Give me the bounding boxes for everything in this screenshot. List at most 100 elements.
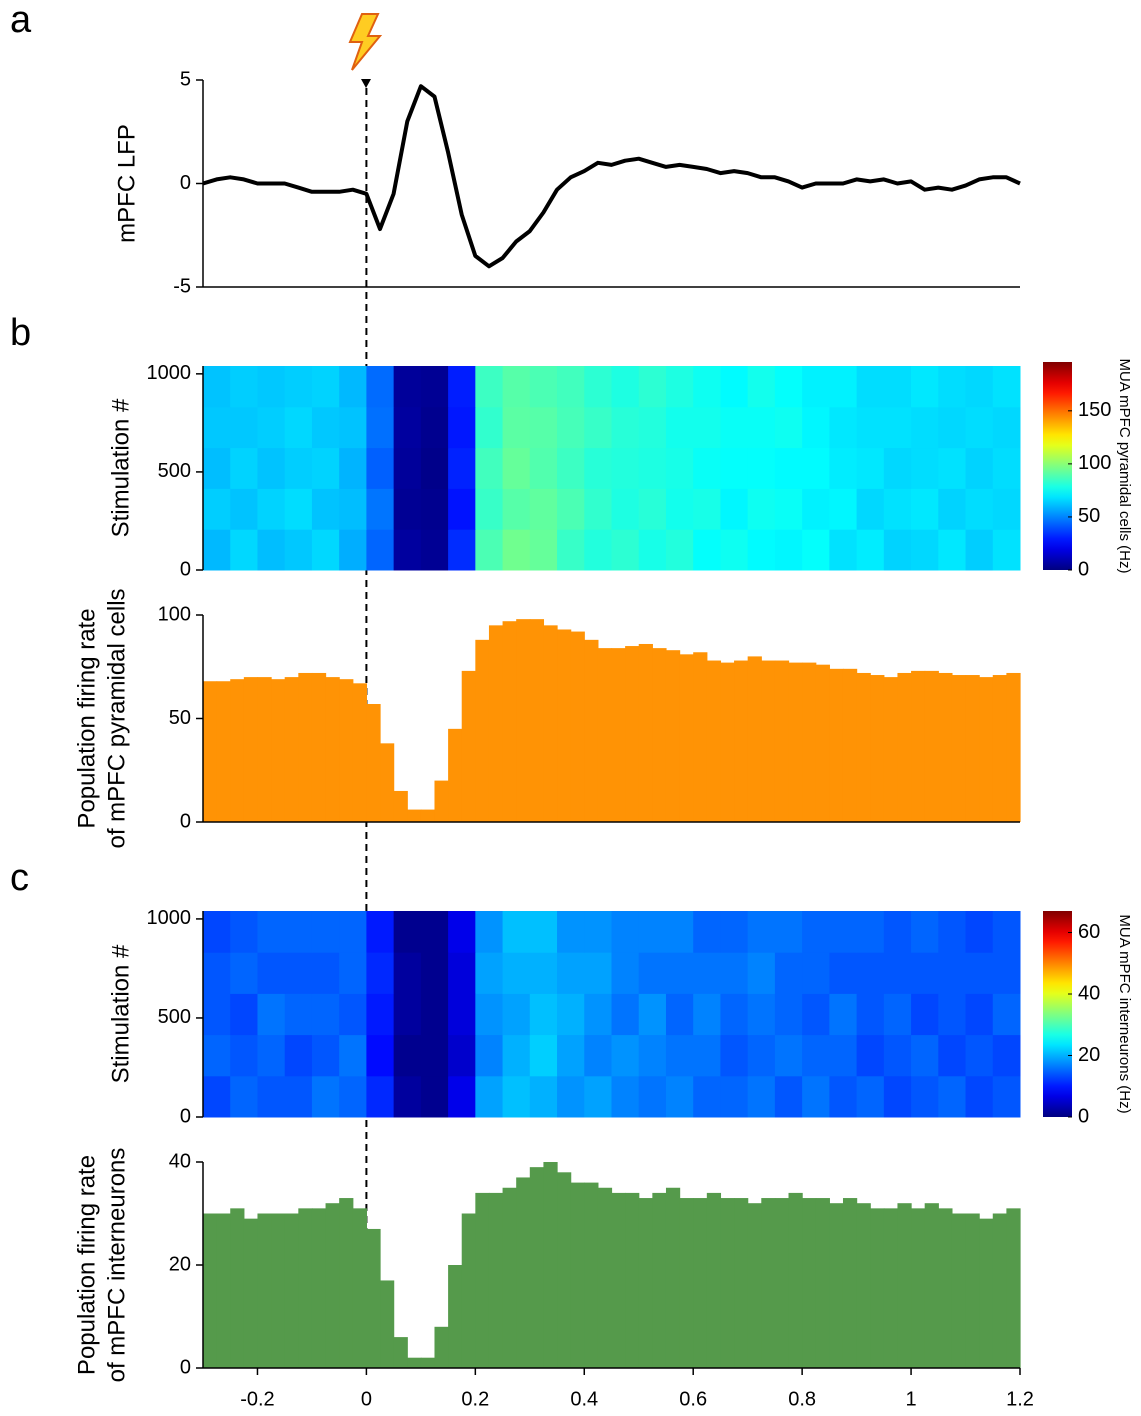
heat-cell <box>992 406 1021 449</box>
hist-bar <box>271 1213 286 1368</box>
y-axis-label: of mPFC pyramidal cells <box>103 588 130 848</box>
hist-bar <box>407 1357 422 1368</box>
stimulus-bolt <box>348 13 383 71</box>
heat-cell <box>393 366 422 408</box>
heat-cell <box>665 911 694 953</box>
heat-cell <box>393 993 422 1036</box>
x-tick-label: -0.2 <box>240 1388 274 1410</box>
hist-bar <box>1006 672 1021 822</box>
heat-cell <box>665 1075 694 1118</box>
heat-cell <box>448 993 476 1036</box>
heat-cell <box>366 952 395 994</box>
y-tick-label: -5 <box>173 275 191 297</box>
y-tick-label: 0 <box>180 1105 191 1127</box>
hist-bar <box>284 1213 299 1368</box>
hist-bar <box>734 660 749 822</box>
y-tick-label: 40 <box>169 1150 191 1172</box>
hist-bar <box>570 631 585 822</box>
heat-cell <box>856 447 885 489</box>
heat-cell <box>911 911 939 953</box>
heat-cell <box>720 1075 749 1118</box>
heat-cell <box>938 993 967 1036</box>
hist-bar <box>557 1172 572 1368</box>
heat-cell <box>203 993 231 1036</box>
hist-bar <box>897 672 912 822</box>
heat-cell <box>992 993 1021 1036</box>
heat-cell <box>747 366 776 408</box>
hist-bar <box>502 1187 517 1368</box>
hist-bar <box>570 1182 585 1368</box>
hist-bar <box>407 809 422 822</box>
heat-cell <box>448 406 476 449</box>
heat-cell <box>938 1075 967 1118</box>
hist-bar <box>380 1280 395 1368</box>
heat-cell <box>774 993 803 1036</box>
heat-cell <box>665 1034 694 1077</box>
heat-cell <box>829 366 858 408</box>
hist-bar <box>311 1208 327 1368</box>
hist-bar <box>870 1208 885 1368</box>
heat-cell <box>693 911 721 953</box>
heat-cell <box>448 488 476 530</box>
hist-bar <box>203 681 218 822</box>
heat-cell <box>584 952 612 994</box>
heat-cell <box>393 1075 422 1118</box>
hist-bar <box>951 1213 967 1368</box>
heat-cell <box>339 366 367 408</box>
heat-cell <box>911 993 939 1036</box>
heat-cell <box>693 529 721 571</box>
heat-cell <box>257 1034 286 1077</box>
heat-cell <box>420 952 449 994</box>
heat-cell <box>856 1034 885 1077</box>
heat-cell <box>448 447 476 489</box>
heat-cell <box>992 447 1021 489</box>
heat-cell <box>720 1034 749 1077</box>
heat-cell <box>747 952 776 994</box>
heat-cell <box>720 911 749 953</box>
x-tick-label: 0 <box>361 1388 372 1410</box>
heat-cell <box>693 952 721 994</box>
heat-cell <box>856 406 885 449</box>
heat-cell <box>665 529 694 571</box>
heat-cell <box>557 911 585 953</box>
heat-cell <box>774 366 803 408</box>
hist-bar <box>1006 1208 1021 1368</box>
heat-cell <box>557 1034 585 1077</box>
heat-cell <box>883 529 912 571</box>
panel-letter: c <box>10 857 29 899</box>
heat-cell <box>856 366 885 408</box>
heat-cell <box>883 366 912 408</box>
hist-bar <box>516 1177 531 1368</box>
heat-cell <box>829 406 858 449</box>
hist-bar <box>597 648 613 822</box>
heat-cell <box>665 447 694 489</box>
heat-cell <box>720 529 749 571</box>
hist-bar <box>788 662 803 822</box>
heat-cell <box>992 911 1021 953</box>
hist-bar <box>325 1203 340 1368</box>
heat-cell <box>339 1034 367 1077</box>
heat-cell <box>965 488 994 530</box>
heat-cell <box>883 911 912 953</box>
heat-cell <box>693 993 721 1036</box>
heat-cell <box>257 993 286 1036</box>
hist-bar <box>516 619 531 822</box>
heat-cell <box>747 1034 776 1077</box>
heat-cell <box>747 1075 776 1118</box>
heat-cell <box>774 529 803 571</box>
y-tick-label: 500 <box>158 460 191 482</box>
heat-cell <box>938 1034 967 1077</box>
colorbar-tick-label: 100 <box>1078 452 1111 474</box>
heat-cell <box>339 911 367 953</box>
hist-bar <box>924 670 939 822</box>
heat-cell <box>802 529 830 571</box>
y-tick-label: 500 <box>158 1006 191 1028</box>
heat-cell <box>502 952 531 994</box>
heat-cell <box>311 488 340 530</box>
heat-cell <box>774 952 803 994</box>
heat-cell <box>393 952 422 994</box>
heat-cell <box>475 993 504 1036</box>
heat-cell <box>693 1034 721 1077</box>
hist-bar <box>543 1162 558 1368</box>
y-tick-label: 20 <box>169 1253 191 1275</box>
